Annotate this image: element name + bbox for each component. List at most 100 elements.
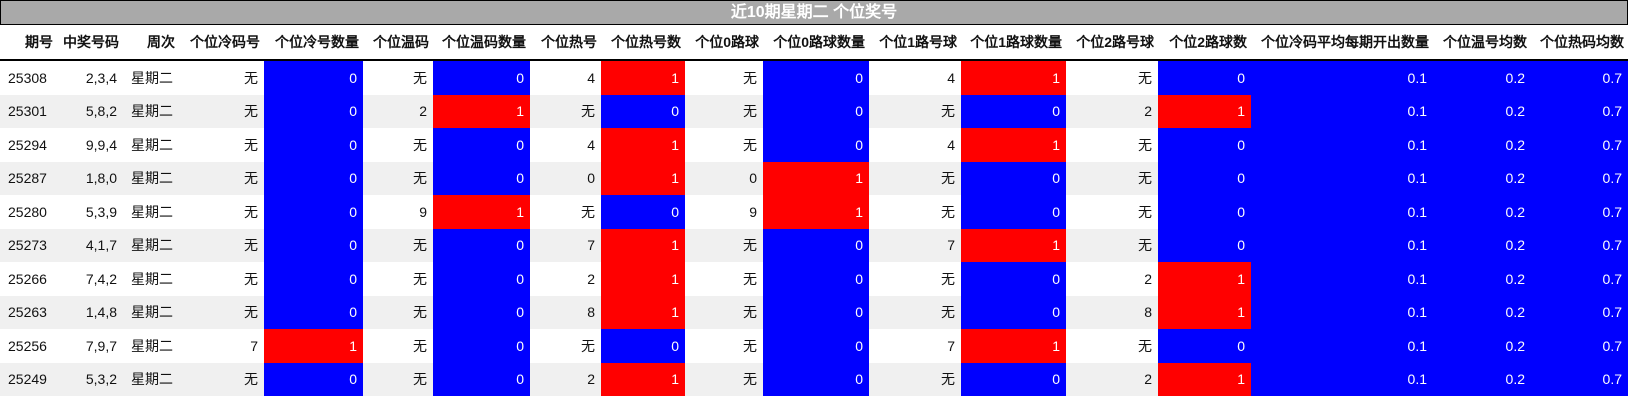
column-header[interactable]: 个位1路球数量 [961, 25, 1066, 61]
table-row: 25301 5,8,2 星期二无 0 2 1 无 0 无 0 无 0 2 1 0.1 0.2 0.7 [0, 94, 1628, 128]
table-row: 25256 7,9,7 星期二 7 1 无 0 无 0 无 0 7 1 无 0 0.1 0.2 0.7 [0, 329, 1628, 363]
table-cell: 2 [1144, 270, 1152, 287]
table-cell: 0 [433, 60, 530, 95]
table-cell: 无 [244, 203, 258, 220]
table-cell: 0 [433, 329, 530, 363]
table-cell: 0.2 [1433, 128, 1531, 162]
table-cell: 2,3,4 [85, 69, 117, 86]
column-header[interactable]: 中奖号码 [57, 25, 123, 61]
column-header[interactable]: 期号 [0, 25, 57, 61]
table-cell: 1 [601, 262, 685, 296]
table-cell: 2 [587, 270, 595, 287]
table-cell: 0 [601, 94, 685, 128]
table-cell: 0 [1158, 128, 1251, 162]
table-cell: 0 [433, 362, 530, 396]
column-header[interactable]: 个位0路球数量 [763, 25, 869, 61]
column-header[interactable]: 个位2路球数 [1158, 25, 1251, 61]
column-header[interactable]: 个位热号 [530, 25, 601, 61]
table-cell: 无 [179, 94, 264, 128]
table-cell: 无 [581, 203, 595, 220]
table-cell: 无 [1066, 228, 1158, 262]
column-header[interactable]: 个位温码数量 [433, 25, 530, 61]
header-row: 期号 中奖号码 周次 个位冷码号 个位冷号数量 个位温码 个位温码数量 个位热号 个位热号数 个位… [0, 25, 1628, 61]
table-cell: 0 [264, 295, 363, 329]
column-header[interactable]: 周次 [123, 25, 179, 61]
table-cell: 2 [363, 94, 433, 128]
table-cell: 1 [601, 161, 685, 195]
table-cell: 0.1 [1251, 161, 1433, 195]
table-cell: 无 [179, 228, 264, 262]
table-cell: 0 [685, 161, 763, 195]
table-cell: 1 [601, 295, 685, 329]
table-cell: 1 [264, 329, 363, 363]
column-header[interactable]: 个位冷码号 [179, 25, 264, 61]
table-cell: 0.7 [1531, 128, 1628, 162]
table-cell: 7 [530, 228, 601, 262]
table-cell: 0.7 [1531, 329, 1628, 363]
table-cell: 0 [763, 60, 869, 95]
column-header[interactable]: 个位热号数 [601, 25, 685, 61]
table-cell: 星期二 [131, 203, 173, 220]
table-cell: 无 [179, 362, 264, 396]
table-cell: 25266 [8, 270, 47, 287]
column-header[interactable]: 个位温号均数 [1433, 25, 1531, 61]
table-cell: 星期二 [131, 136, 173, 153]
table-cell: 0 [601, 195, 685, 229]
table-cell: 0.7 [1531, 94, 1628, 128]
column-header[interactable]: 个位温码 [363, 25, 433, 61]
column-header[interactable]: 个位2路号球 [1066, 25, 1158, 61]
table-cell: 无 [869, 362, 961, 396]
table-cell: 无 [244, 69, 258, 86]
table-cell: 星期二 [131, 337, 173, 354]
table-cell: 0.2 [1433, 195, 1531, 229]
table-cell: 0 [1158, 329, 1251, 363]
table-cell: 7,9,7 [85, 337, 117, 354]
table-cell: 0 [763, 329, 869, 363]
table-cell: 4 [947, 69, 955, 86]
table-cell: 星期二 [123, 295, 179, 329]
table-cell: 0.2 [1433, 161, 1531, 195]
table-cell: 无 [244, 270, 258, 287]
table-cell: 星期二 [131, 69, 173, 86]
table-cell: 无 [179, 161, 264, 195]
table-cell: 无 [869, 161, 961, 195]
column-header[interactable]: 个位冷号数量 [264, 25, 363, 61]
table-cell: 0 [264, 60, 363, 95]
column-header[interactable]: 个位热码均数 [1531, 25, 1628, 61]
table-cell: 0.2 [1433, 228, 1531, 262]
table-cell: 7 [869, 228, 961, 262]
table-cell: 无 [1138, 136, 1152, 153]
table-row: 25249 5,3,2 星期二无 0 无 0 2 1 无 0 无 0 2 1 0.1 0.2 0.7 [0, 362, 1628, 396]
table-cell: 9 [419, 203, 427, 220]
table-cell: 7 [250, 337, 258, 354]
table-cell: 无 [685, 228, 763, 262]
table-cell: 0.2 [1433, 362, 1531, 396]
column-header[interactable]: 个位冷码平均每期开出数量 [1251, 25, 1433, 61]
column-header[interactable]: 个位0路球 [685, 25, 763, 61]
table-row: 25308 2,3,4 星期二无 0 无 0 4 1 无 0 4 1 无 0 0.1 0.2 0.7 [0, 60, 1628, 95]
table-cell: 无 [743, 69, 757, 86]
table-cell: 无 [869, 94, 961, 128]
table-cell: 25301 [0, 94, 57, 128]
column-header[interactable]: 个位1路号球 [869, 25, 961, 61]
table-cell: 0 [1158, 228, 1251, 262]
table-cell: 5,3,2 [57, 362, 123, 396]
table-cell: 25256 [8, 337, 47, 354]
table-cell: 无 [685, 94, 763, 128]
table-cell: 0.2 [1433, 262, 1531, 296]
table-cell: 星期二 [123, 362, 179, 396]
table-cell: 4 [947, 136, 955, 153]
table-cell: 无 [1138, 337, 1152, 354]
table-cell: 0 [433, 295, 530, 329]
table-cell: 0 [1158, 60, 1251, 95]
table-cell: 无 [685, 295, 763, 329]
table-cell: 0 [961, 262, 1066, 296]
table-cell: 1 [1158, 262, 1251, 296]
table-cell: 无 [1066, 161, 1158, 195]
table-cell: 25280 [8, 203, 47, 220]
table-cell: 星期二 [123, 94, 179, 128]
table-cell: 无 [530, 94, 601, 128]
table-cell: 无 [413, 69, 427, 86]
table-cell: 无 [413, 270, 427, 287]
table-cell: 9,9,4 [85, 136, 117, 153]
